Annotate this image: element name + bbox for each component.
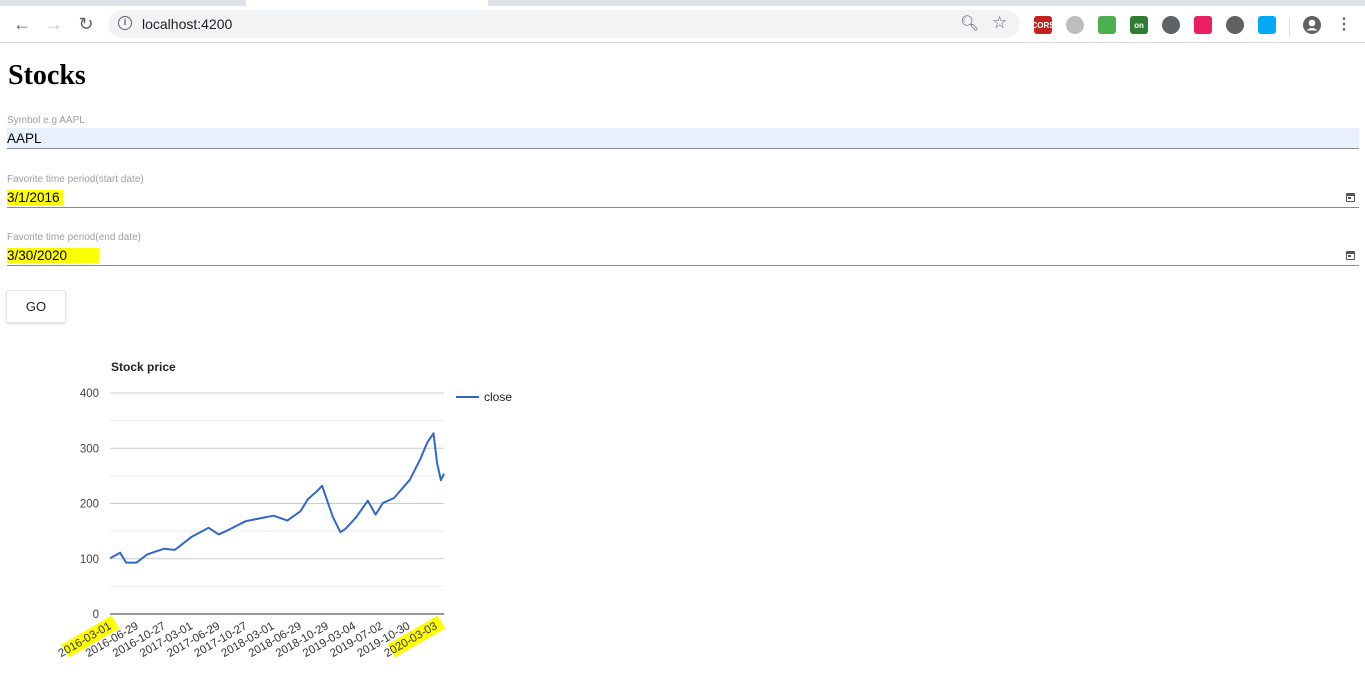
chart-title: Stock price xyxy=(111,360,176,374)
start-date-field: Favorite time period(start date) 3/1/201… xyxy=(7,173,1359,208)
menu-kebab-icon[interactable]: ⋮ xyxy=(1336,16,1352,33)
reload-icon[interactable]: ↻ xyxy=(78,13,94,34)
end-date-value[interactable]: 3/30/2020 xyxy=(7,248,100,263)
symbol-field: Symbol e.g AAPL AAPL xyxy=(7,114,1359,149)
gray-extension-icon[interactable] xyxy=(1066,16,1084,34)
calendar-icon[interactable] xyxy=(1346,251,1355,260)
y-tick-label: 300 xyxy=(80,443,99,455)
tick-highlight xyxy=(61,615,120,658)
forward-arrow-icon[interactable]: → xyxy=(45,13,63,34)
share-arrow-extension-icon[interactable] xyxy=(1098,16,1116,34)
color-wheel-extension-icon[interactable] xyxy=(1194,16,1212,34)
page-title: Stocks xyxy=(8,60,86,91)
back-arrow-icon[interactable]: ← xyxy=(13,13,31,34)
on-badge-extension-icon[interactable]: on xyxy=(1130,16,1148,34)
start-date-label: Favorite time period(start date) xyxy=(7,174,144,185)
active-tab[interactable] xyxy=(246,0,488,6)
tab-strip xyxy=(0,0,1365,6)
site-info-icon[interactable]: i xyxy=(118,16,132,30)
stock-price-chart: Stock price01002003004002016-03-012016-0… xyxy=(57,360,513,660)
calendar-icon[interactable] xyxy=(1346,193,1355,202)
refresh-circle-extension-icon[interactable] xyxy=(1162,16,1180,34)
y-tick-label: 0 xyxy=(93,609,99,621)
symbol-label: Symbol e.g AAPL xyxy=(7,115,85,126)
legend-label: close xyxy=(484,390,512,404)
address-bar[interactable]: i localhost:4200 🔍︎ ☆ xyxy=(108,10,1020,38)
toolbar-divider xyxy=(1289,18,1290,36)
profile-avatar-icon[interactable] xyxy=(1302,15,1322,35)
url-text[interactable]: localhost:4200 xyxy=(142,16,233,32)
end-date-field: Favorite time period(end date) 3/30/2020 xyxy=(7,231,1359,266)
end-date-input[interactable]: 3/30/2020 xyxy=(7,245,1359,266)
end-date-label: Favorite time period(end date) xyxy=(7,232,141,243)
start-date-input[interactable]: 3/1/2016 xyxy=(7,187,1359,208)
start-date-value[interactable]: 3/1/2016 xyxy=(7,190,63,205)
zoom-icon[interactable]: 🔍︎ xyxy=(960,15,980,32)
y-tick-label: 200 xyxy=(80,499,99,511)
series-line-close xyxy=(109,432,445,564)
symbol-value[interactable]: AAPL xyxy=(7,131,42,146)
y-tick-label: 100 xyxy=(80,554,99,566)
browser-toolbar: ← → ↻ i localhost:4200 🔍︎ ☆ CORS on ⋮ xyxy=(0,6,1365,43)
tick-highlight xyxy=(387,615,446,658)
bookmark-star-icon[interactable]: ☆ xyxy=(992,13,1008,32)
y-tick-label: 400 xyxy=(80,388,99,400)
cors-extension-icon[interactable]: CORS xyxy=(1031,16,1055,34)
windows-extension-icon[interactable] xyxy=(1258,16,1276,34)
go-button[interactable]: GO xyxy=(6,290,66,323)
symbol-input[interactable]: AAPL xyxy=(7,128,1359,149)
dark-circle-extension-icon[interactable] xyxy=(1226,16,1244,34)
